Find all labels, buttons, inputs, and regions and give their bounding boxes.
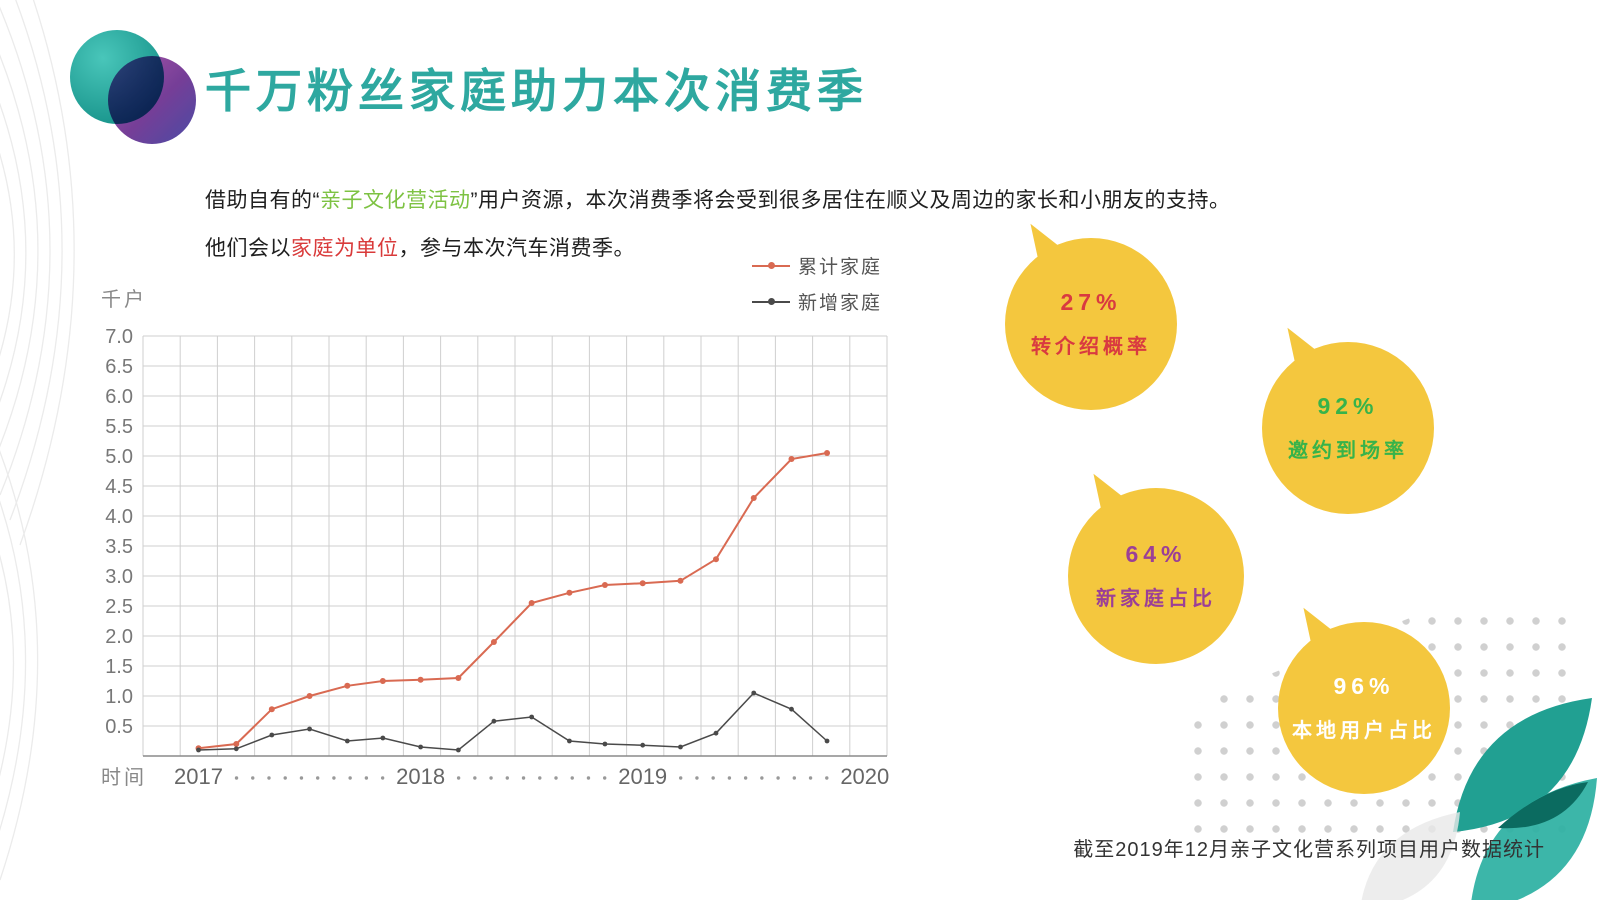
svg-text:2019: 2019 [618,764,667,789]
legend-item-new: 新增家庭 [752,288,882,315]
svg-text:5.5: 5.5 [105,416,133,438]
svg-text:0.5: 0.5 [105,716,133,738]
intro-paragraph-1: 借助自有的“亲子文化营活动”用户资源，本次消费季将会受到很多居住在顺义及周边的家… [205,184,1231,214]
line-chart-svg: 0.5 1.0 1.5 2.0 2.5 3.0 3.5 4.0 4.5 5.0 5.5 6.0 6.5 7… [101,288,889,789]
p2-pre: 他们会以 [205,237,291,260]
logo [70,30,200,150]
stat-value: 27% [1060,289,1122,315]
legend-item-cumulative: 累计家庭 [752,252,882,279]
chart-area: 0.5 1.0 1.5 2.0 2.5 3.0 3.5 4.0 4.5 5.0 5.5 6.0 6.5 7… [95,248,910,798]
legend-label-cumulative: 累计家庭 [798,257,883,278]
stat-bubble-attendance: 92% 邀约到场率 [1262,320,1434,514]
logo-circle-purple [108,56,196,144]
stat-bubble-referral: 27% 转介绍概率 [1005,216,1177,410]
stat-bubble-local-users: 96% 本地用户占比 [1278,600,1450,794]
svg-text:2.5: 2.5 [105,596,133,618]
p2-post: ，参与本次汽车消费季。 [398,237,635,260]
chart-legend: 累计家庭 新增家庭 [752,252,882,315]
svg-text:3.5: 3.5 [105,536,133,558]
stat-label: 本地用户占比 [1292,720,1436,742]
p1-post: ”用户资源，本次消费季将会受到很多居住在顺义及周边的家长和小朋友的支持。 [470,189,1231,212]
svg-text:3.0: 3.0 [105,566,133,588]
bubble-tail [1082,466,1124,512]
svg-text:2018: 2018 [396,764,445,789]
svg-text:1.0: 1.0 [105,686,133,708]
svg-text:时间: 时间 [101,766,147,789]
legend-line-marker-gray [752,298,790,305]
stat-bubble-new-families: 64% 新家庭占比 [1068,466,1244,664]
svg-text:千户: 千户 [101,288,147,311]
bubble-tail [1019,216,1061,262]
stat-value: 64% [1125,541,1187,567]
stat-label: 邀约到场率 [1288,440,1408,462]
svg-text:5.0: 5.0 [105,446,133,468]
stat-label: 转介绍概率 [1031,336,1151,358]
bubble-tail [1292,600,1334,646]
legend-label-new: 新增家庭 [798,293,883,314]
stat-value: 96% [1333,673,1395,699]
p1-pre: 借助自有的“ [205,189,320,212]
svg-text:2020: 2020 [840,764,889,789]
stat-value: 92% [1317,393,1379,419]
legend-dot-gray [767,298,775,305]
svg-text:4.0: 4.0 [105,506,133,528]
p2-highlight-red: 家庭为单位 [291,237,399,260]
svg-text:1.5: 1.5 [105,656,133,678]
svg-text:2.0: 2.0 [105,626,133,648]
svg-text:6.5: 6.5 [105,356,133,378]
bubble-tail [1276,320,1318,366]
svg-text:7.0: 7.0 [105,326,133,348]
stat-label: 新家庭占比 [1096,588,1216,610]
intro-paragraph-2: 他们会以家庭为单位，参与本次汽车消费季。 [205,232,635,262]
footer-note: 截至2019年12月亲子文化营系列项目用户数据统计 [1073,839,1545,861]
svg-text:2017: 2017 [174,764,223,789]
svg-text:6.0: 6.0 [105,386,133,408]
p1-highlight-green: 亲子文化营活动 [320,189,471,212]
legend-line-marker-red [752,262,790,269]
page-title: 千万粉丝家庭助力本次消费季 [205,65,868,117]
legend-dot-red [767,262,775,269]
svg-text:4.5: 4.5 [105,476,133,498]
